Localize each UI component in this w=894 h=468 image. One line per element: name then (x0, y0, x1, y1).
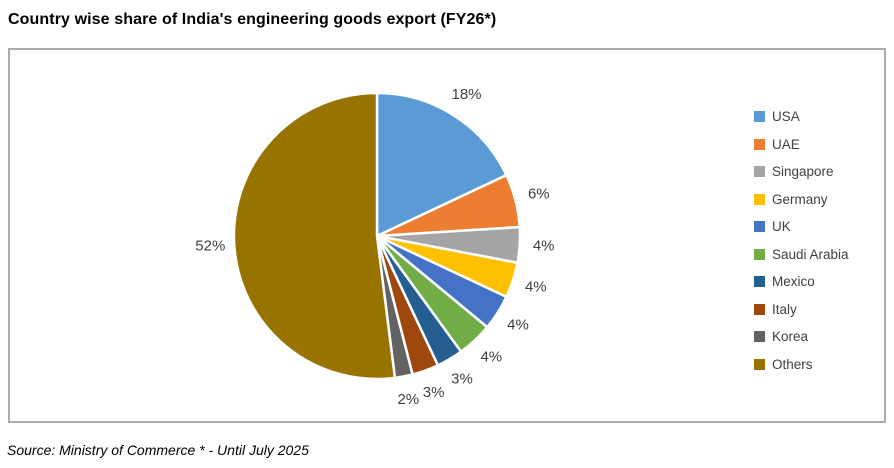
legend-item-saudi-arabia: Saudi Arabia (754, 241, 849, 269)
slice-label-uk: 4% (507, 316, 529, 333)
slice-label-mexico: 3% (451, 371, 473, 388)
slice-label-uae: 6% (528, 185, 550, 202)
legend-item-mexico: Mexico (754, 268, 849, 296)
slice-label-italy: 3% (423, 384, 445, 401)
legend-label-others: Others (772, 356, 813, 372)
legend-swatch-mexico (754, 276, 765, 288)
slice-label-germany: 4% (525, 279, 547, 296)
pie-slice-usa (375, 91, 508, 238)
legend-label-mexico: Mexico (772, 274, 815, 290)
pie-chart: 18%6%4%4%4%4%3%3%2%52% (195, 86, 555, 408)
legend-item-korea: Korea (754, 323, 849, 351)
legend-item-usa: USA (754, 103, 849, 131)
legend-swatch-others (754, 358, 765, 370)
legend-swatch-korea (754, 331, 765, 343)
chart-title: Country wise share of India's engineerin… (8, 11, 497, 28)
legend-swatch-uk (754, 221, 765, 233)
legend-item-italy: Italy (754, 296, 849, 324)
legend-label-korea: Korea (772, 329, 809, 345)
slice-label-singapore: 4% (533, 237, 555, 254)
legend: USA UAE Singapore Germany UK Saudi Arabia Mexi… (754, 103, 849, 378)
legend-swatch-saudi-arabia (754, 248, 765, 260)
legend-label-uk: UK (772, 219, 791, 235)
legend-label-uae: UAE (772, 136, 800, 152)
legend-swatch-uae (754, 138, 765, 150)
legend-swatch-germany (754, 193, 765, 205)
chart-panel: 18% 6% 4% 4% 4% 4% 3% 3% 2% 52% USA UAE Singapore Ge… (8, 48, 886, 423)
slice-label-others: 52% (195, 237, 225, 254)
slice-label-usa: 18% (451, 86, 481, 103)
legend-item-others: Others (754, 351, 849, 379)
slice-label-korea: 2% (397, 391, 419, 408)
legend-swatch-italy (754, 303, 765, 315)
legend-label-usa: USA (772, 109, 800, 125)
legend-item-singapore: Singapore (754, 158, 849, 186)
legend-item-germany: Germany (754, 186, 849, 214)
legend-item-uk: UK (754, 213, 849, 241)
legend-label-saudi-arabia: Saudi Arabia (772, 246, 849, 262)
legend-swatch-singapore (754, 166, 765, 178)
slice-label-saudi-arabia: 4% (480, 349, 502, 366)
pie-slice-others (232, 91, 397, 381)
legend-label-italy: Italy (772, 301, 797, 317)
legend-item-uae: UAE (754, 131, 849, 159)
legend-swatch-usa (754, 111, 765, 123)
legend-label-germany: Germany (772, 191, 828, 207)
source-note: Source: Ministry of Commerce * - Until J… (7, 442, 309, 458)
legend-label-singapore: Singapore (772, 164, 834, 180)
